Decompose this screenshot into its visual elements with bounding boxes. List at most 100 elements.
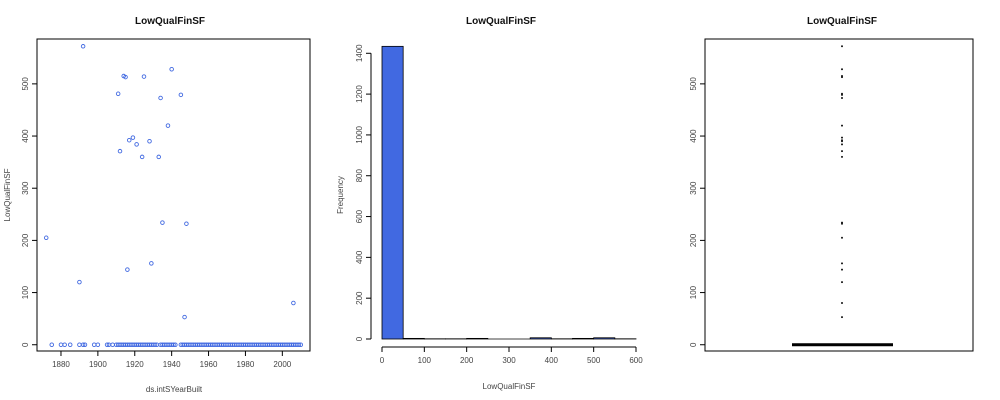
scatter-point xyxy=(77,279,82,285)
scatter-point xyxy=(160,220,165,225)
histogram-y-label: Frequency xyxy=(336,176,345,214)
boxplot-outlier xyxy=(841,140,843,143)
scatter-point xyxy=(125,267,130,272)
boxplot-outlier xyxy=(841,150,843,153)
scatter-point xyxy=(77,342,82,347)
boxplot-outlier xyxy=(841,155,843,158)
histogram-x-tick-label: 400 xyxy=(545,356,559,365)
scatter-title: LowQualFinSF xyxy=(135,16,205,27)
scatter-point xyxy=(141,74,147,79)
scatter-points xyxy=(43,44,304,347)
scatter-point xyxy=(82,342,88,347)
histogram-y-tick-label: 600 xyxy=(355,209,364,223)
scatter-y-axis: 0 100 200 300 400 500 xyxy=(21,77,37,347)
scatter-point xyxy=(165,123,171,128)
boxplot-y-tick-label: 500 xyxy=(689,77,698,91)
histogram-y-tick-label: 1200 xyxy=(355,85,364,103)
scatter-point xyxy=(134,142,139,147)
scatter-point xyxy=(80,44,86,49)
boxplot-y-tick-label: 100 xyxy=(689,285,698,299)
scatter-x-tick-label: 1900 xyxy=(89,360,107,369)
panel-boxplot: LowQualFinSF 0 100 200 300 400 500 xyxy=(689,16,974,352)
boxplot-outlier xyxy=(841,96,843,99)
scatter-point xyxy=(298,342,304,347)
scatter-point xyxy=(123,74,128,80)
boxplot-y-tick-label: 300 xyxy=(689,181,698,195)
scatter-point xyxy=(152,342,158,347)
scatter-point xyxy=(91,342,97,347)
scatter-point xyxy=(147,139,152,144)
boxplot-outlier xyxy=(841,302,843,304)
scatter-point xyxy=(182,314,187,320)
scatter-point xyxy=(149,261,154,266)
scatter-point xyxy=(62,342,67,347)
boxplot-y-tick-label: 0 xyxy=(689,342,698,347)
histogram-title: LowQualFinSF xyxy=(466,16,536,27)
scatter-x-tick-label: 2000 xyxy=(273,360,291,369)
boxplot-outlier xyxy=(841,136,843,139)
boxplot-outlier xyxy=(841,76,843,79)
histogram-x-tick-label: 500 xyxy=(587,356,601,365)
scatter-x-tick-label: 1980 xyxy=(237,360,255,369)
scatter-point xyxy=(130,135,136,140)
scatter-point xyxy=(58,342,64,347)
histogram-y-tick-label: 800 xyxy=(355,169,364,183)
histogram-x-axis: 0 100 200 300 400 500 600 xyxy=(380,346,643,365)
histogram-y-tick-label: 400 xyxy=(355,250,364,264)
boxplot-outlier xyxy=(841,68,843,71)
histogram-x-tick-label: 0 xyxy=(380,356,385,365)
scatter-y-tick-label: 400 xyxy=(21,129,30,143)
scatter-point xyxy=(169,67,174,72)
boxplot-y-tick-label: 400 xyxy=(689,129,698,143)
boxplot-title: LowQualFinSF xyxy=(807,16,877,27)
scatter-x-tick-label: 1940 xyxy=(163,360,181,369)
histogram-y-tick-label: 200 xyxy=(355,291,364,305)
histogram-y-tick-label: 1000 xyxy=(355,125,364,143)
scatter-x-axis: 1880 1900 1920 1940 1960 1980 2000 xyxy=(52,351,292,369)
scatter-y-tick-label: 200 xyxy=(21,233,30,247)
scatter-y-tick-label: 0 xyxy=(21,342,30,347)
histogram-bar xyxy=(529,337,552,340)
boxplot-outliers xyxy=(841,45,843,319)
histogram-y-axis: 0 200 400 600 800 1000 1200 1400 xyxy=(355,44,372,341)
histogram-bar xyxy=(593,337,616,340)
boxplot-outlier xyxy=(841,236,843,239)
scatter-point xyxy=(158,95,163,101)
scatter-x-tick-label: 1920 xyxy=(126,360,144,369)
boxplot-outlier xyxy=(841,281,843,284)
boxplot-outlier xyxy=(841,262,843,265)
histogram-y-tick-label: 1400 xyxy=(355,44,364,62)
scatter-point xyxy=(95,342,101,347)
scatter-plot-frame xyxy=(36,38,311,352)
histogram-bar xyxy=(466,337,489,340)
boxplot-median-bar xyxy=(792,343,893,347)
scatter-y-tick-label: 100 xyxy=(21,285,30,299)
scatter-x-tick-label: 1880 xyxy=(52,360,70,369)
histogram-x-tick-label: 300 xyxy=(502,356,516,365)
histogram-bar xyxy=(572,337,595,340)
boxplot-outlier xyxy=(841,222,843,225)
histogram-x-tick-label: 200 xyxy=(460,356,474,365)
scatter-point xyxy=(126,137,132,143)
boxplot-outlier xyxy=(841,268,843,271)
boxplot-outlier xyxy=(841,143,843,146)
scatter-x-tick-label: 1960 xyxy=(200,360,218,369)
scatter-point xyxy=(156,154,161,160)
scatter-point xyxy=(296,342,302,347)
boxplot-outlier xyxy=(841,124,843,127)
histogram-x-tick-label: 600 xyxy=(629,356,643,365)
scatter-point xyxy=(184,221,189,226)
scatter-point xyxy=(139,154,145,160)
scatter-point xyxy=(173,342,178,347)
boxplot-outlier xyxy=(841,316,843,319)
scatter-point xyxy=(43,235,49,241)
panel-histogram: LowQualFinSF 0 100 200 300 400 500 600 0 200 400… xyxy=(336,16,643,391)
histogram-x-label: LowQualFinSF xyxy=(483,382,536,391)
scatter-point xyxy=(49,342,55,347)
scatter-point xyxy=(291,300,296,306)
boxplot-outlier xyxy=(841,45,843,48)
scatter-y-tick-label: 500 xyxy=(21,77,30,91)
histogram-y-tick-label: 0 xyxy=(355,336,364,341)
histogram-x-tick-label: 100 xyxy=(418,356,432,365)
